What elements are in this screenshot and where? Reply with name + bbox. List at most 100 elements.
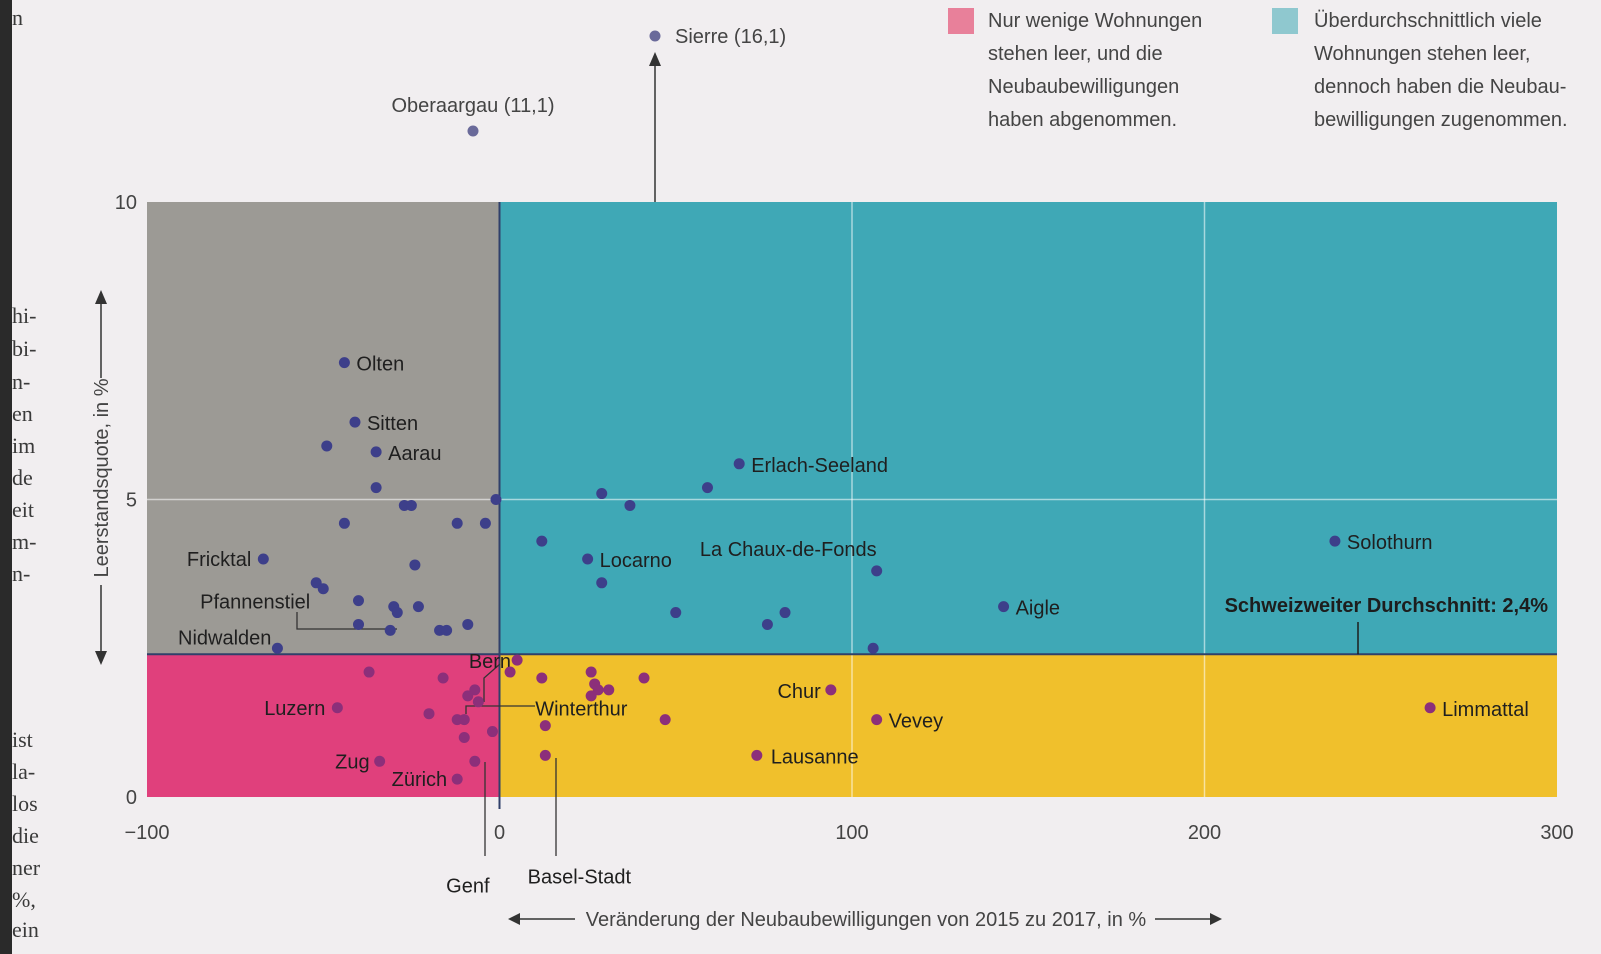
data-point: [321, 440, 333, 452]
data-point: [412, 601, 424, 613]
data-point: [451, 773, 463, 785]
outlier-arrow-head: [649, 52, 661, 66]
point-label: Basel-Stadt: [528, 866, 632, 888]
data-point: [867, 642, 879, 654]
point-label: Winterthur: [535, 699, 628, 721]
data-point: [405, 499, 417, 511]
data-point: [451, 517, 463, 529]
y-tick-label: 5: [126, 490, 137, 512]
data-point: [317, 583, 329, 595]
data-point: [490, 494, 502, 505]
data-point: [825, 684, 837, 696]
data-point: [585, 690, 597, 702]
data-point: [701, 482, 713, 494]
average-label: Schweizweiter Durchschnitt: 2,4%: [1225, 595, 1549, 617]
neighbor-text-fragment: en: [12, 401, 33, 426]
data-point: [536, 672, 548, 684]
neighbor-text-fragment: die: [12, 823, 39, 848]
data-point: [331, 702, 343, 714]
data-point: [871, 565, 883, 577]
data-point: [271, 642, 283, 654]
data-point: [338, 357, 350, 369]
x-axis-arrowhead-right: [1210, 913, 1222, 925]
data-point: [486, 726, 498, 738]
neighbor-text-fragment: hi-: [12, 303, 37, 328]
neighbor-text-fragment: n-: [12, 561, 31, 586]
point-label: Fricktal: [187, 549, 251, 571]
leader-pfannenstiel: [296, 612, 397, 630]
data-point: [469, 755, 481, 767]
point-label: Olten: [356, 354, 404, 376]
x-tick-label: 200: [1188, 822, 1221, 844]
data-point: [462, 690, 474, 702]
neighbor-text-fragment: im: [12, 433, 36, 458]
y-axis-arrowhead-down: [95, 651, 107, 665]
x-axis-arrowhead-left: [508, 913, 520, 925]
data-point: [1329, 535, 1341, 547]
leader-bern: [483, 663, 501, 702]
data-point: [458, 732, 470, 743]
point-label: Locarno: [600, 550, 672, 572]
page-edge: [0, 0, 12, 954]
neighbor-text-fragment: de: [12, 465, 33, 490]
point-label: Limmattal: [1442, 699, 1529, 721]
data-point: [472, 696, 484, 708]
y-tick-label: 10: [115, 192, 137, 214]
data-point: [649, 30, 661, 42]
data-point: [1424, 702, 1436, 714]
y-axis-label: Leerstandsquote, in %: [91, 378, 113, 577]
point-label: Luzern: [264, 698, 325, 720]
neighbor-text-fragment: los: [12, 791, 38, 816]
neighbor-text-fragment: ein: [12, 917, 39, 942]
point-label: Solothurn: [1347, 532, 1433, 554]
data-point: [391, 607, 403, 619]
point-label: Vevey: [889, 711, 943, 733]
data-point: [582, 553, 594, 565]
data-point: [624, 499, 636, 511]
data-point: [871, 714, 883, 726]
data-point: [437, 672, 449, 684]
point-label: Lausanne: [771, 746, 859, 768]
data-point: [374, 755, 386, 767]
data-point: [504, 666, 516, 678]
neighbor-text-fragment: n: [12, 5, 23, 30]
data-point: [467, 125, 479, 137]
point-label: Chur: [777, 681, 821, 703]
x-tick-label: −100: [124, 822, 169, 844]
x-tick-label: 0: [494, 822, 505, 844]
legend-text-pink: Nur wenige Wohnungen stehen leer, und di…: [988, 10, 1203, 131]
point-label: Sierre (16,1): [675, 26, 786, 48]
x-axis-label: Veränderung der Neubaubewilligungen von …: [586, 909, 1147, 931]
point-label: Bern: [469, 651, 511, 673]
neighbor-text-fragment: ner: [12, 855, 41, 880]
data-point: [409, 559, 421, 571]
data-point: [349, 416, 361, 428]
point-label: Oberaargau (11,1): [391, 95, 554, 117]
x-tick-label: 300: [1540, 822, 1573, 844]
data-point: [353, 618, 364, 630]
data-point: [363, 666, 375, 678]
data-point: [751, 749, 763, 761]
data-point: [441, 624, 453, 636]
legend-swatch-pink: [948, 8, 974, 34]
y-axis-arrowhead-up: [95, 290, 107, 304]
quadrant-top-left: [147, 202, 500, 655]
neighbor-text-fragment: bi-: [12, 336, 37, 361]
data-point: [353, 595, 364, 607]
legend-text-teal: Überdurchschnittlich viele Wohnungen ste…: [1314, 10, 1568, 131]
data-point: [370, 446, 382, 458]
point-label: Aigle: [1016, 598, 1060, 620]
point-label: La Chaux-de-Fonds: [700, 539, 877, 561]
point-label: Erlach-Seeland: [751, 455, 888, 477]
neighbor-text-fragment: eit: [12, 497, 34, 522]
data-point: [338, 517, 350, 529]
data-point: [670, 607, 682, 619]
data-point: [539, 720, 551, 732]
point-label: Sitten: [367, 413, 418, 435]
neighbor-text-fragment: n-: [12, 369, 31, 394]
data-point: [479, 517, 491, 529]
data-point: [761, 618, 773, 630]
data-point: [596, 577, 608, 589]
neighbor-page-text: n hi-bi-n-en im de eit m-n-ist la-los die ner%, e…: [12, 0, 52, 954]
